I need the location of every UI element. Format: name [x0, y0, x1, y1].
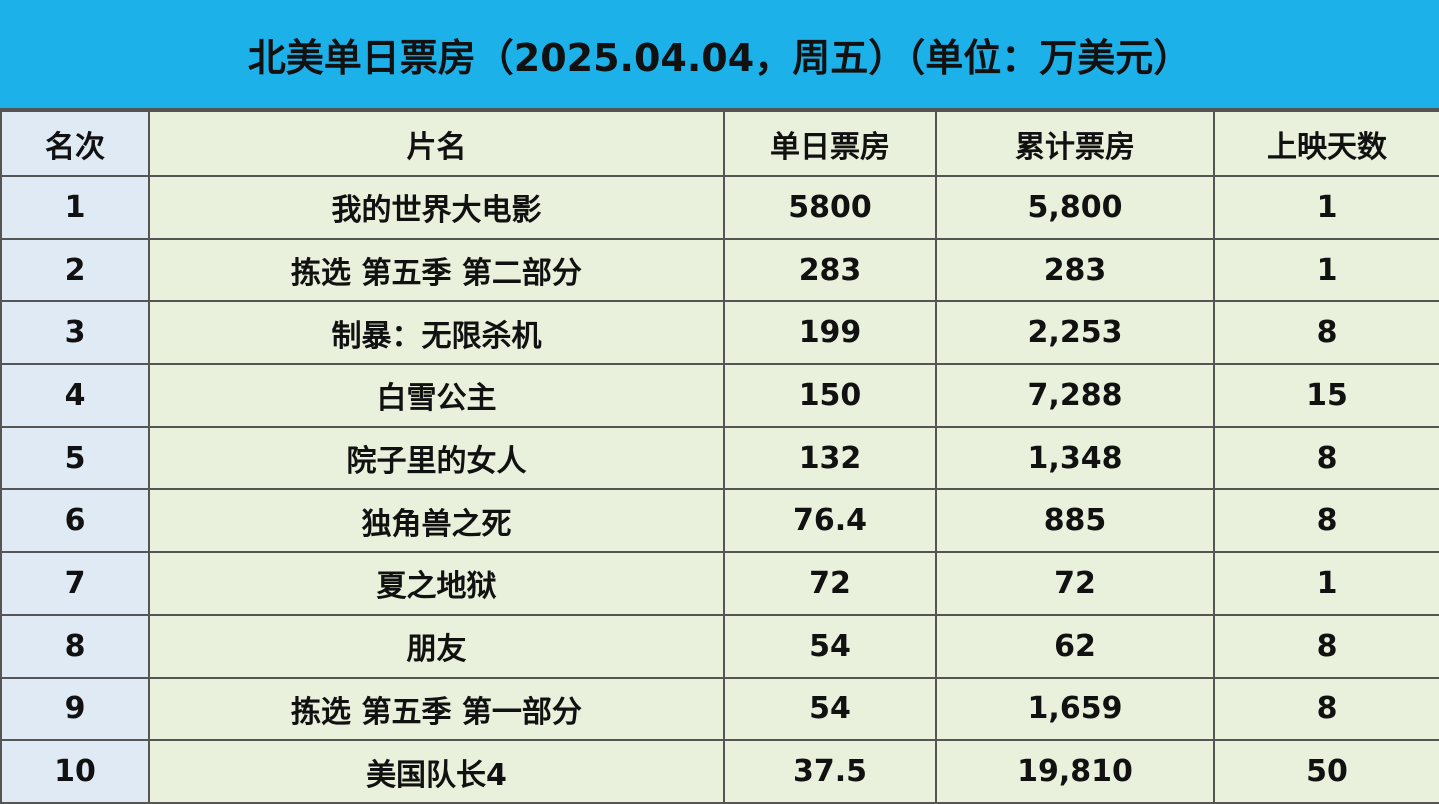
cell-total-gross: 7,288	[935, 363, 1215, 428]
cell-rank: 9	[0, 676, 150, 742]
cell-title: 拣选 第五季 第二部分	[148, 237, 725, 303]
cell-daily-gross: 199	[723, 300, 937, 366]
cell-days: 8	[1213, 676, 1439, 742]
column-header-rank: 名次	[0, 110, 150, 177]
cell-days: 1	[1213, 237, 1439, 303]
table-row: 1 我的世界大电影 5800 5,800 1	[0, 175, 1439, 240]
cell-days: 8	[1213, 425, 1439, 491]
cell-days: 50	[1213, 739, 1439, 804]
cell-title: 拣选 第五季 第一部分	[148, 676, 725, 742]
cell-title: 夏之地狱	[148, 551, 725, 616]
cell-total-gross: 72	[935, 551, 1215, 616]
header-row: 名次 片名 单日票房 累计票房 上映天数	[0, 110, 1439, 177]
cell-daily-gross: 150	[723, 363, 937, 428]
cell-days: 15	[1213, 363, 1439, 428]
cell-days: 8	[1213, 613, 1439, 679]
cell-daily-gross: 76.4	[723, 488, 937, 554]
cell-rank: 5	[0, 425, 150, 491]
cell-rank: 6	[0, 488, 150, 554]
cell-total-gross: 5,800	[935, 175, 1215, 240]
table-row: 2 拣选 第五季 第二部分 283 283 1	[0, 237, 1439, 303]
cell-total-gross: 19,810	[935, 739, 1215, 804]
cell-total-gross: 885	[935, 488, 1215, 554]
cell-title: 朋友	[148, 613, 725, 679]
cell-rank: 2	[0, 237, 150, 303]
cell-total-gross: 283	[935, 237, 1215, 303]
table-row: 3 制暴：无限杀机 199 2,253 8	[0, 300, 1439, 366]
cell-days: 1	[1213, 175, 1439, 240]
cell-rank: 7	[0, 551, 150, 616]
table-row: 8 朋友 54 62 8	[0, 613, 1439, 679]
cell-rank: 10	[0, 739, 150, 804]
cell-daily-gross: 72	[723, 551, 937, 616]
cell-daily-gross: 54	[723, 676, 937, 742]
cell-daily-gross: 37.5	[723, 739, 937, 804]
cell-total-gross: 1,659	[935, 676, 1215, 742]
column-header-title: 片名	[148, 110, 725, 177]
table-row: 6 独角兽之死 76.4 885 8	[0, 488, 1439, 554]
column-header-daily-gross: 单日票房	[723, 110, 937, 177]
table-row: 4 白雪公主 150 7,288 15	[0, 363, 1439, 428]
cell-daily-gross: 132	[723, 425, 937, 491]
column-header-days: 上映天数	[1213, 110, 1439, 177]
box-office-table: 名次 片名 单日票房 累计票房 上映天数 1 我的世界大电影 5800 5,800 1 2 拣选 第…	[0, 110, 1439, 804]
cell-title: 我的世界大电影	[148, 175, 725, 240]
table-row: 5 院子里的女人 132 1,348 8	[0, 425, 1439, 491]
cell-total-gross: 2,253	[935, 300, 1215, 366]
cell-title: 独角兽之死	[148, 488, 725, 554]
cell-rank: 4	[0, 363, 150, 428]
table-title: 北美单日票房（2025.04.04，周五）（单位：万美元）	[0, 0, 1439, 110]
cell-total-gross: 1,348	[935, 425, 1215, 491]
cell-daily-gross: 283	[723, 237, 937, 303]
cell-daily-gross: 54	[723, 613, 937, 679]
cell-days: 8	[1213, 488, 1439, 554]
cell-daily-gross: 5800	[723, 175, 937, 240]
cell-days: 1	[1213, 551, 1439, 616]
cell-rank: 3	[0, 300, 150, 366]
column-header-total-gross: 累计票房	[935, 110, 1215, 177]
table-row: 7 夏之地狱 72 72 1	[0, 551, 1439, 616]
cell-title: 制暴：无限杀机	[148, 300, 725, 366]
table-row: 9 拣选 第五季 第一部分 54 1,659 8	[0, 676, 1439, 742]
cell-title: 美国队长4	[148, 739, 725, 804]
cell-rank: 8	[0, 613, 150, 679]
cell-title: 院子里的女人	[148, 425, 725, 491]
table-row: 10 美国队长4 37.5 19,810 50	[0, 739, 1439, 804]
cell-total-gross: 62	[935, 613, 1215, 679]
cell-rank: 1	[0, 175, 150, 240]
cell-title: 白雪公主	[148, 363, 725, 428]
cell-days: 8	[1213, 300, 1439, 366]
